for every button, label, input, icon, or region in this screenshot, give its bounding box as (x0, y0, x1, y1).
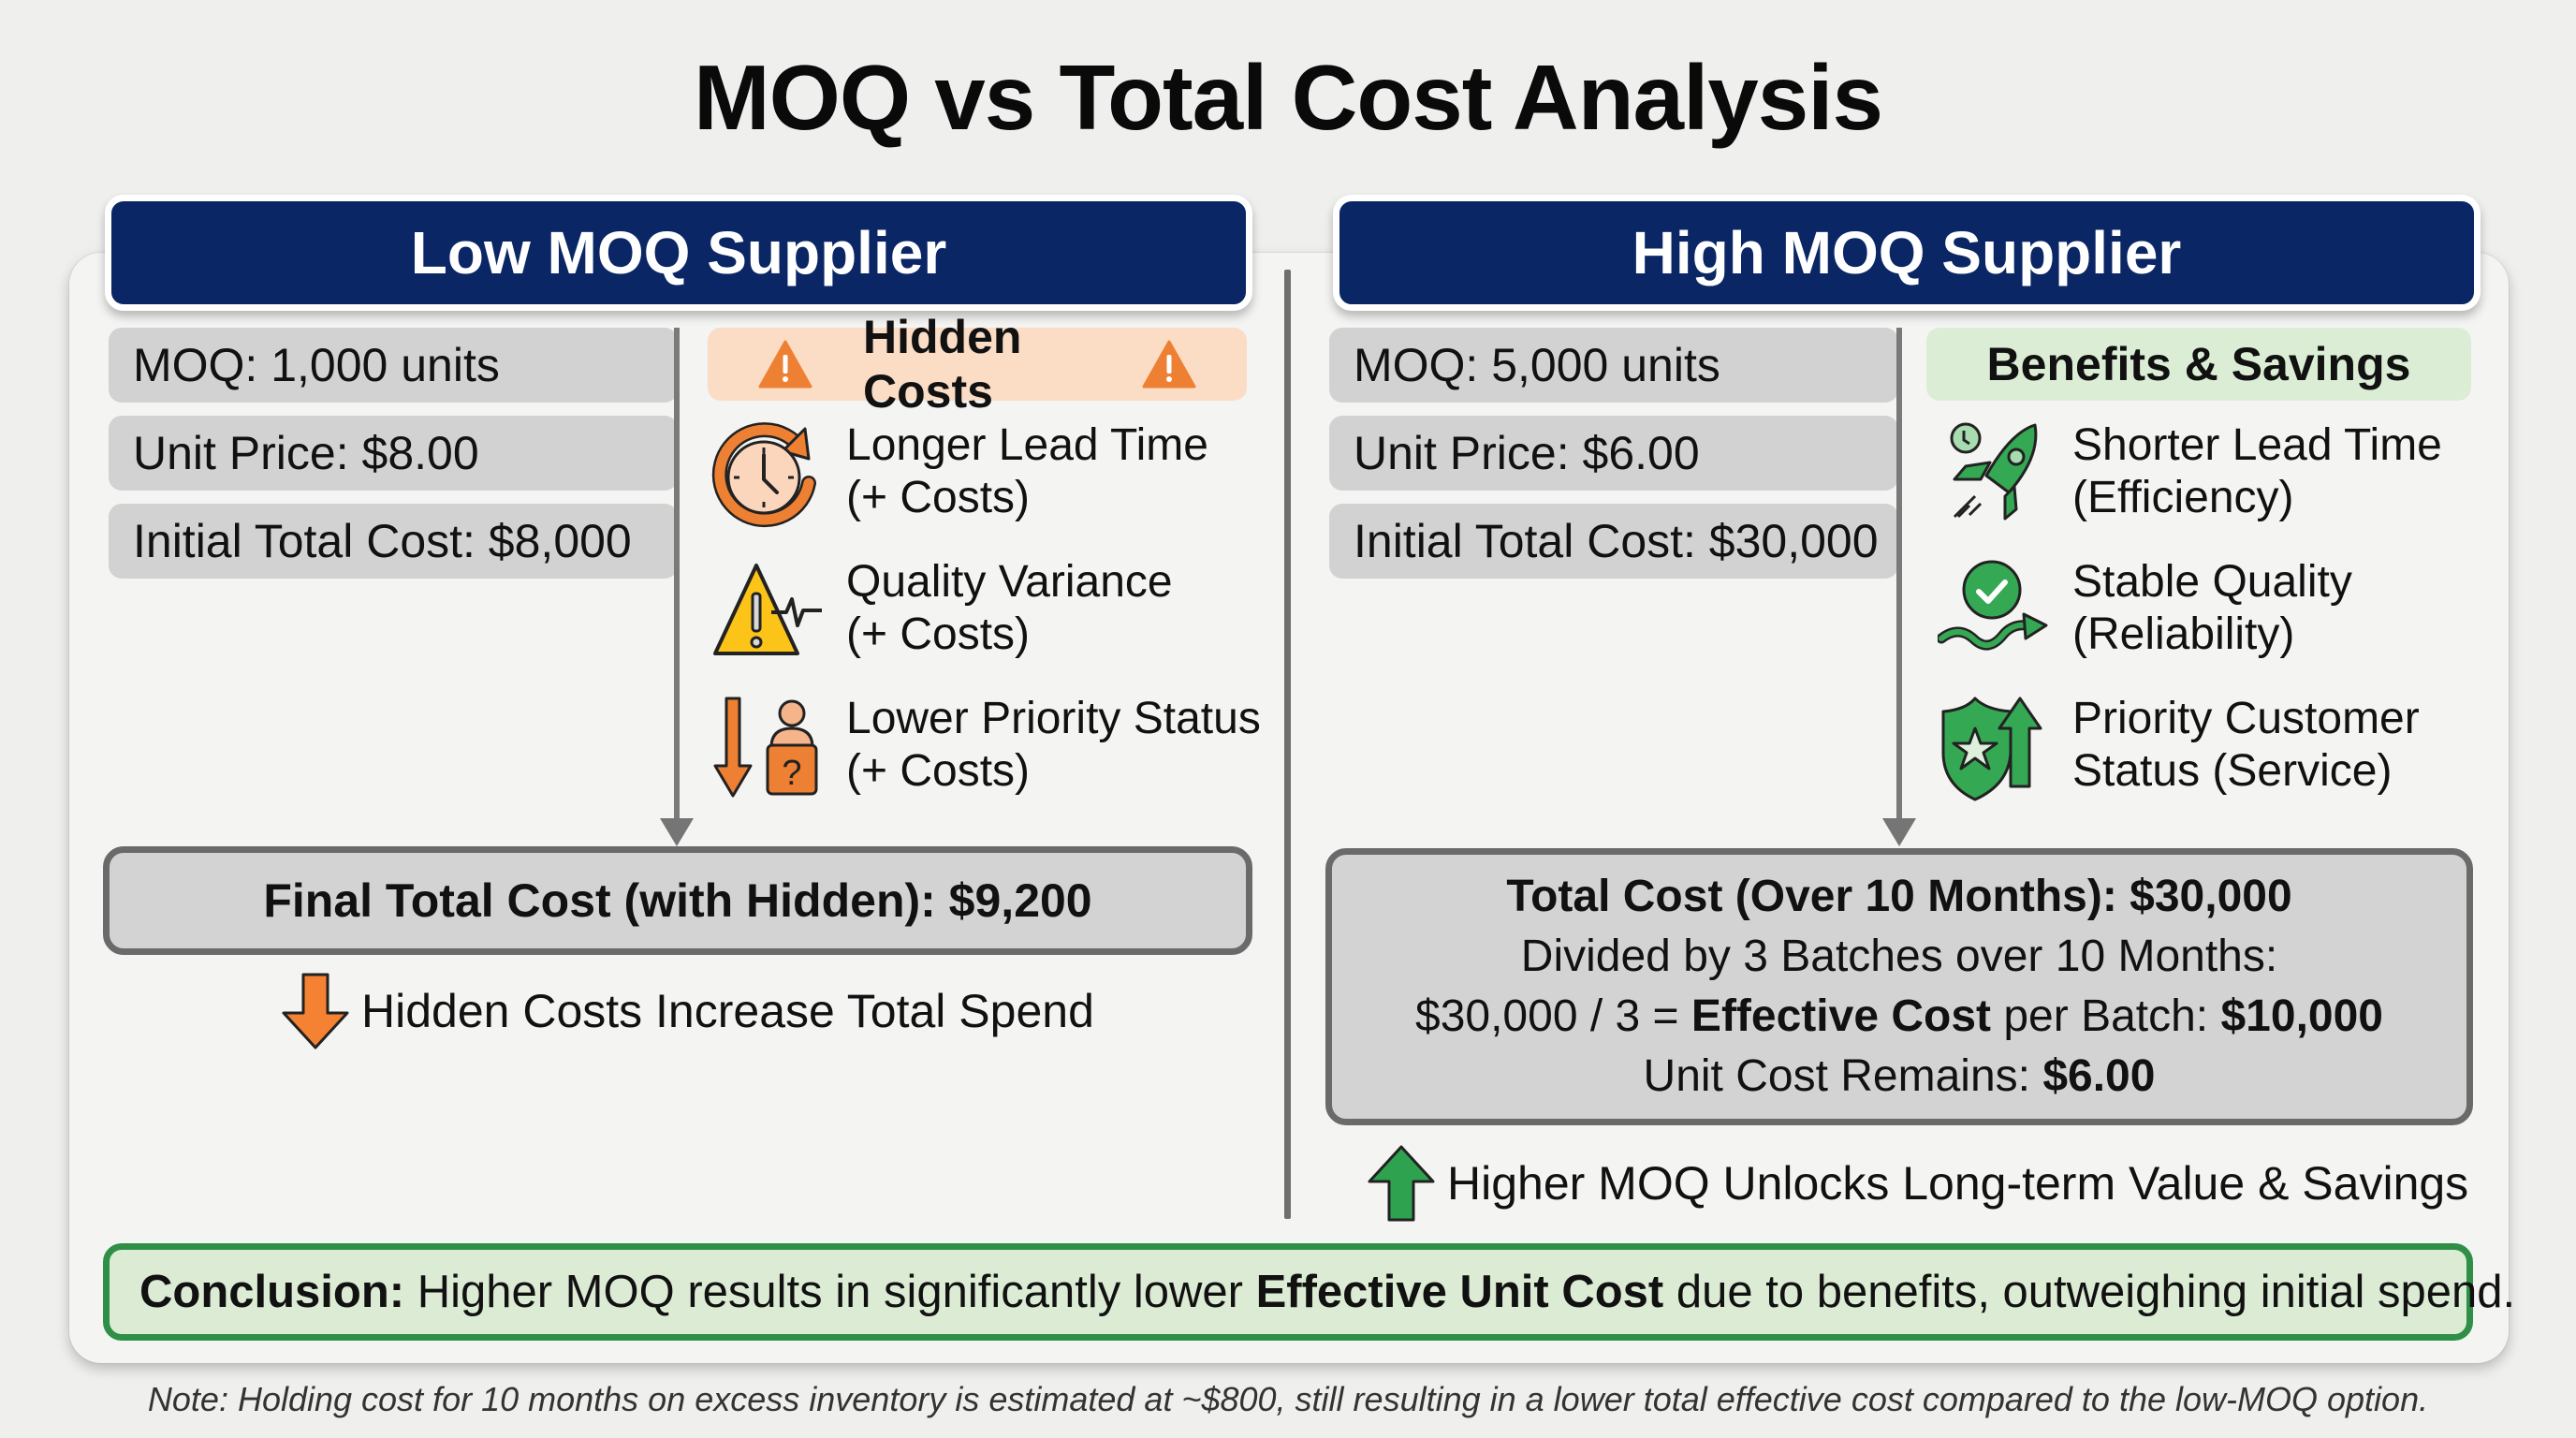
conclusion-text: Higher MOQ results in significantly lowe… (404, 1267, 1256, 1317)
clock-delay-icon (711, 419, 824, 532)
footnote: Note: Holding cost for 10 months on exce… (147, 1380, 2429, 1418)
per-batch-value: $10,000 (2220, 991, 2383, 1041)
hidden-cost-subtitle: (+ Costs) (846, 473, 1031, 522)
conclusion-label: Conclusion: (139, 1267, 405, 1317)
priority-down-icon: ? (711, 693, 824, 805)
high-total-cost-summary: Total Cost (Over 10 Months): $30,000 Div… (1325, 848, 2473, 1125)
warning-triangle-icon (758, 340, 812, 389)
unit-cost-value: $6.00 (2042, 1051, 2156, 1101)
low-connector-arrowhead (660, 818, 694, 846)
hidden-cost-title: Lower Priority Status (846, 694, 1261, 743)
hidden-cost-subtitle: (+ Costs) (846, 609, 1031, 659)
benefit-subtitle: (Efficiency) (2072, 473, 2294, 522)
high-moq-stat: MOQ: 5,000 units (1329, 328, 1898, 403)
high-unit-price-stat: Unit Price: $6.00 (1329, 416, 1898, 491)
high-unit-cost-line: Unit Cost Remains: $6.00 (1644, 1047, 2156, 1107)
center-divider (1284, 270, 1291, 1219)
hidden-cost-subtitle: (+ Costs) (846, 746, 1031, 796)
hidden-cost-title: Quality Variance (846, 557, 1173, 607)
low-callout: Hidden Costs Increase Total Spend (281, 972, 1094, 1050)
benefit-subtitle: (Reliability) (2072, 609, 2295, 659)
high-total-cost-line: Total Cost (Over 10 Months): $30,000 (1506, 872, 2292, 921)
benefits-heading: Benefits & Savings (1926, 328, 2471, 401)
hidden-cost-item: ? Lower Priority Status (+ Costs) (711, 693, 1261, 805)
high-batches-line: Divided by 3 Batches over 10 Months: (1520, 932, 2278, 981)
down-arrow-icon (282, 973, 349, 1049)
low-unit-price-stat: Unit Price: $8.00 (109, 416, 678, 491)
rocket-icon (1938, 419, 2050, 532)
hidden-costs-title: Hidden Costs (863, 311, 1022, 418)
check-trend-icon (1936, 556, 2050, 668)
high-callout-text: Higher MOQ Unlocks Long-term Value & Sav… (1447, 1157, 2469, 1210)
effective-cost-label: Effective Cost (1690, 991, 1992, 1041)
benefits-title: Benefits & Savings (1986, 338, 2411, 390)
low-initial-cost-stat: Initial Total Cost: $8,000 (109, 504, 678, 579)
low-moq-stat: MOQ: 1,000 units (109, 328, 678, 403)
high-moq-header: High MOQ Supplier (1333, 195, 2481, 311)
conclusion-highlight: Effective Unit Cost (1255, 1267, 1664, 1317)
low-moq-header: Low MOQ Supplier (105, 195, 1252, 311)
hidden-cost-item: Quality Variance (+ Costs) (711, 556, 1173, 668)
low-callout-text: Hidden Costs Increase Total Spend (361, 985, 1094, 1037)
low-final-total-text: Final Total Cost (with Hidden): $9,200 (263, 874, 1092, 927)
high-connector-line (1896, 328, 1902, 824)
benefit-title: Stable Quality (2072, 557, 2352, 607)
up-arrow-icon (1368, 1145, 1435, 1222)
benefit-subtitle: Status (Service) (2072, 746, 2393, 796)
high-connector-arrowhead (1882, 818, 1916, 846)
svg-text:?: ? (782, 754, 801, 793)
high-initial-cost-stat: Initial Total Cost: $30,000 (1329, 504, 1898, 579)
warning-triangle-icon (1142, 340, 1196, 389)
shield-star-icon (1938, 693, 2050, 805)
benefit-title: Shorter Lead Time (2072, 420, 2442, 470)
hidden-cost-title: Longer Lead Time (846, 420, 1208, 470)
hidden-costs-heading: Hidden Costs (708, 311, 1247, 418)
page-title: MOQ vs Total Cost Analysis (693, 46, 1883, 149)
conclusion-banner: Conclusion: Higher MOQ results in signif… (103, 1243, 2515, 1341)
benefit-item: Stable Quality (Reliability) (1936, 556, 2352, 668)
low-final-total-cost: Final Total Cost (with Hidden): $9,200 (103, 846, 1252, 955)
low-connector-line (674, 328, 680, 824)
high-effective-cost-line: $30,000 / 3 = Effective Cost per Batch: … (1415, 987, 2383, 1047)
conclusion-text-end: due to benefits, outweighing initial spe… (1663, 1267, 2516, 1317)
hidden-cost-item: Longer Lead Time (+ Costs) (711, 419, 1208, 532)
effective-cost-formula: $30,000 / 3 = (1415, 991, 1691, 1041)
high-callout: Higher MOQ Unlocks Long-term Value & Sav… (1367, 1144, 2468, 1223)
benefit-title: Priority Customer (2072, 694, 2420, 743)
benefit-item: Priority Customer Status (Service) (1938, 693, 2420, 805)
quality-warning-icon (711, 556, 824, 668)
benefit-item: Shorter Lead Time (Efficiency) (1938, 419, 2442, 532)
unit-cost-label: Unit Cost Remains: (1643, 1051, 2043, 1101)
per-batch-label: per Batch: (1991, 991, 2221, 1041)
